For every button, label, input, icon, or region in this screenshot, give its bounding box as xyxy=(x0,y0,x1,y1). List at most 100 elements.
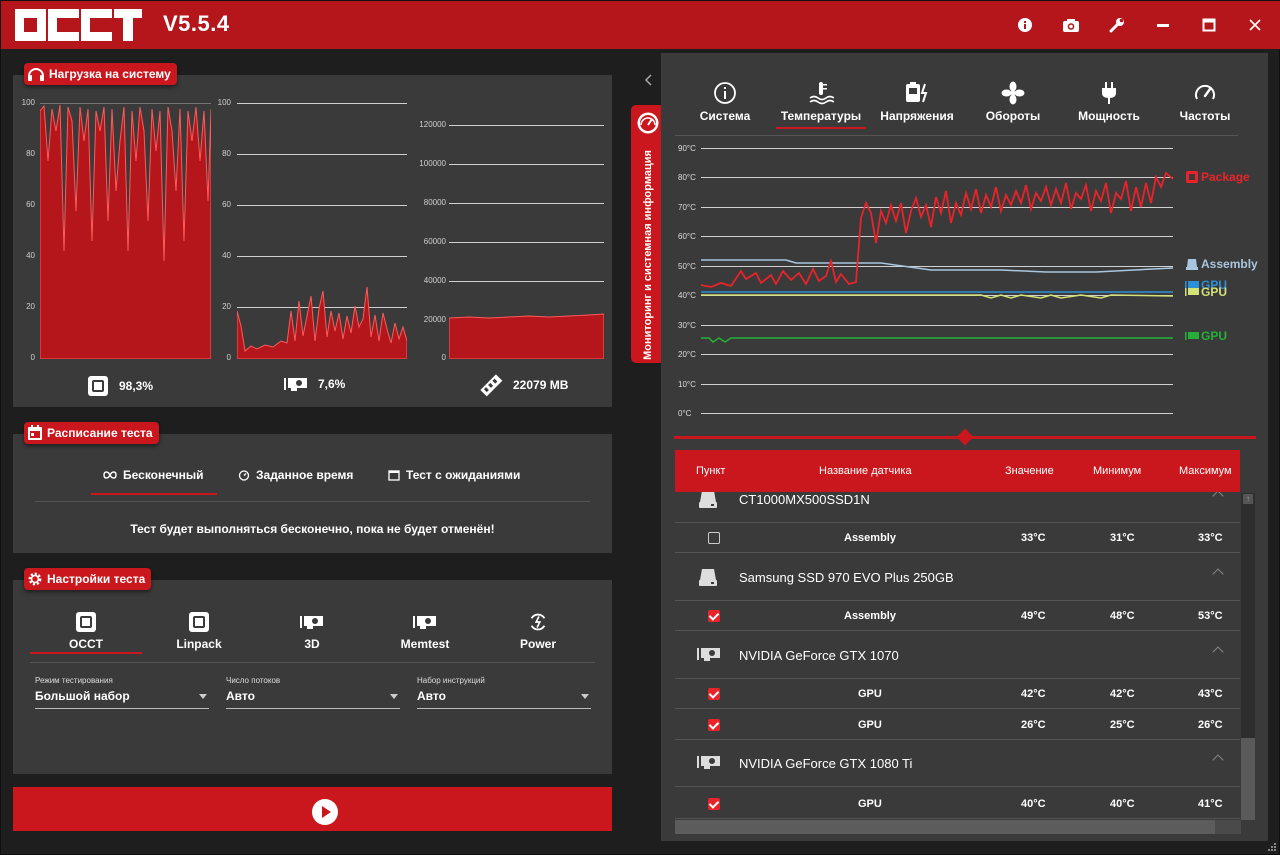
tab-infinite[interactable]: Бесконечный xyxy=(103,468,203,482)
info-icon[interactable] xyxy=(1013,13,1037,37)
col-header[interactable]: Максимум xyxy=(1179,465,1232,477)
table-h-scrollbar[interactable] xyxy=(675,820,1241,834)
monitoring-side-tab[interactable]: Мониторинг и системная информация xyxy=(631,105,665,363)
device-row[interactable]: NVIDIA GeForce GTX 1070 xyxy=(675,633,1240,679)
minimize-icon[interactable] xyxy=(1151,13,1175,37)
tab-system[interactable]: Система xyxy=(680,81,770,123)
device-row[interactable]: Samsung SSD 970 EVO Plus 250GB xyxy=(675,555,1240,601)
gpu-icon xyxy=(1185,288,1199,296)
tab-frequencies-label: Частоты xyxy=(1179,109,1231,123)
sensor-min: 25°C xyxy=(1110,719,1135,731)
device-name: CT1000MX500SSD1N xyxy=(739,492,870,507)
divider xyxy=(675,135,1238,136)
gpu-icon xyxy=(1185,332,1199,340)
cpu-load-stat: 98,3% xyxy=(87,375,153,397)
tab-temperatures[interactable]: Температуры xyxy=(776,81,866,123)
gauge-icon xyxy=(637,112,659,134)
mode-power[interactable]: Power xyxy=(482,611,594,651)
test-mode-select[interactable]: Режим тестирования Большой набор xyxy=(35,676,209,709)
gear-icon xyxy=(28,572,42,586)
mode-memtest[interactable]: Memtest xyxy=(369,611,481,651)
wrench-icon[interactable] xyxy=(1105,13,1129,37)
h-scrollbar-thumb[interactable] xyxy=(675,820,1215,834)
sensor-value: 33°C xyxy=(1021,532,1046,544)
temperature-graph xyxy=(701,171,1173,343)
cpu-icon xyxy=(189,612,209,632)
sensor-min: 31°C xyxy=(1110,532,1135,544)
axis-label: 10°C xyxy=(678,380,696,389)
maximize-icon[interactable] xyxy=(1197,13,1221,37)
play-icon[interactable] xyxy=(312,799,338,825)
close-icon[interactable] xyxy=(1243,13,1267,37)
sensor-value: 26°C xyxy=(1021,719,1046,731)
tab-with-waits[interactable]: Тест с ожиданиями xyxy=(388,468,520,482)
gpu-icon xyxy=(1185,281,1199,289)
axis-label: 80°C xyxy=(678,173,696,182)
test-mode-value[interactable]: Большой набор xyxy=(35,689,209,709)
col-header[interactable]: Минимум xyxy=(1093,465,1142,477)
drive-icon xyxy=(1186,259,1198,270)
mode-3d[interactable]: 3D xyxy=(256,611,368,651)
col-header[interactable]: Название датчика xyxy=(819,465,912,477)
chevron-up-icon[interactable] xyxy=(1212,754,1224,766)
calendar-clock-icon xyxy=(388,470,400,481)
sensor-min: 40°C xyxy=(1110,798,1135,810)
tab-voltages[interactable]: Напряжения xyxy=(872,81,962,123)
sensor-checkbox[interactable] xyxy=(708,688,720,700)
mode-power-label: Power xyxy=(519,637,556,651)
sensor-checkbox[interactable] xyxy=(708,610,720,622)
sensor-checkbox[interactable] xyxy=(708,532,720,544)
scroll-up-arrow-icon[interactable]: ↑ xyxy=(1243,494,1253,504)
mode-3d-label: 3D xyxy=(304,637,320,651)
threads-select[interactable]: Число потоков Авто xyxy=(226,676,400,709)
drive-icon xyxy=(699,492,717,508)
axis-label: 20°C xyxy=(678,350,696,359)
table-scrollbar[interactable]: ↑ xyxy=(1241,493,1255,820)
instruction-set-select[interactable]: Набор инструкций Авто xyxy=(417,676,591,709)
tab-timed[interactable]: Заданное время xyxy=(238,468,353,482)
sensor-max: 53°C xyxy=(1198,610,1223,622)
sensor-name: Assembly xyxy=(844,610,896,622)
tab-timed-label: Заданное время xyxy=(256,468,354,482)
calendar-icon xyxy=(28,425,42,440)
col-header[interactable]: Пункт xyxy=(696,465,726,477)
chevron-up-icon[interactable] xyxy=(1212,568,1224,580)
sensor-row: GPU 42°C 42°C 43°C xyxy=(675,679,1240,709)
device-row[interactable]: CT1000MX500SSD1N xyxy=(675,492,1240,523)
tab-frequencies[interactable]: Частоты xyxy=(1160,81,1250,123)
mode-linpack-label: Linpack xyxy=(176,637,222,651)
chevron-up-icon[interactable] xyxy=(1212,646,1224,658)
mode-occt[interactable]: OCCT xyxy=(30,611,142,651)
sensor-max: 33°C xyxy=(1198,532,1223,544)
monitoring-side-tab-label: Мониторинг и системная информация xyxy=(642,149,654,360)
test-mode-label: Режим тестирования xyxy=(35,676,113,685)
scrollbar-thumb[interactable] xyxy=(1241,738,1255,820)
collapse-chevron-icon[interactable] xyxy=(643,73,655,87)
tab-fans[interactable]: Обороты xyxy=(968,81,1058,123)
device-row[interactable]: NVIDIA GeForce GTX 1080 Ti xyxy=(675,741,1240,787)
camera-icon[interactable] xyxy=(1059,13,1083,37)
col-header[interactable]: Значение xyxy=(1005,465,1054,477)
axis-label: 0°C xyxy=(678,409,692,418)
sensor-name: GPU xyxy=(858,719,882,731)
instruction-set-value[interactable]: Авто xyxy=(417,689,591,709)
cpu-load-graph xyxy=(40,104,211,359)
tab-voltages-label: Напряжения xyxy=(880,109,954,123)
device-name: NVIDIA GeForce GTX 1070 xyxy=(739,648,899,663)
axis-label: 80 xyxy=(222,149,231,158)
threads-value[interactable]: Авто xyxy=(226,689,400,709)
device-name: Samsung SSD 970 EVO Plus 250GB xyxy=(739,570,954,585)
chevron-up-icon[interactable] xyxy=(1212,492,1224,502)
sensor-checkbox[interactable] xyxy=(708,719,720,731)
sensor-checkbox[interactable] xyxy=(708,798,720,810)
axis-label: 80 xyxy=(26,149,35,158)
sensor-value: 49°C xyxy=(1021,610,1046,622)
mode-linpack[interactable]: Linpack xyxy=(143,611,255,651)
resize-grip-icon[interactable] xyxy=(1265,840,1277,852)
cpu-icon xyxy=(76,612,96,632)
tab-power[interactable]: Мощность xyxy=(1064,81,1154,123)
start-test-bar[interactable] xyxy=(13,787,612,831)
legend-item: GPU xyxy=(1185,329,1227,343)
tab-temperatures-label: Температуры xyxy=(780,109,862,123)
